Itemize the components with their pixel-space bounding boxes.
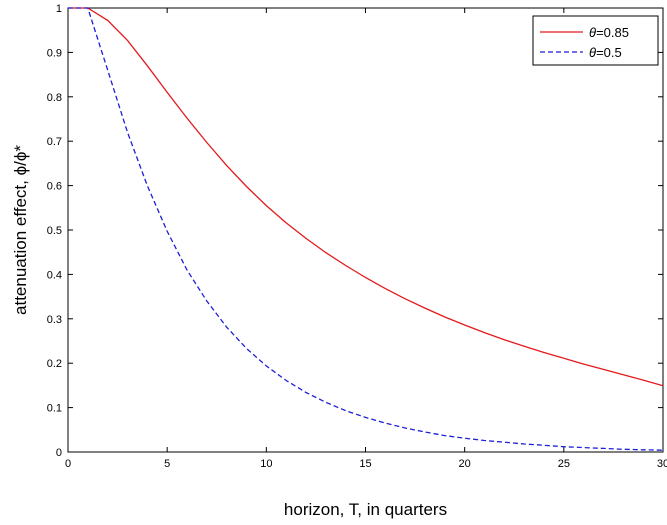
x-tick-label: 5 (164, 458, 170, 470)
y-tick-label: 0.4 (47, 269, 62, 281)
y-tick-label: 1 (56, 3, 62, 15)
ticks-layer: 0 5 10 15 20 25 30 0 0.1 0.2 0.3 0.4 0.5 0.6 0.7 0.8 0.9… (47, 3, 667, 470)
y-tick-label: 0.7 (47, 136, 62, 148)
plot-frame (67, 7, 664, 453)
y-tick-label: 0.2 (47, 358, 62, 370)
x-tick-label: 30 (657, 458, 667, 470)
y-axis-label: attenuation effect, ϕ/ϕ* (11, 145, 30, 315)
y-tick-label: 0.9 (47, 47, 62, 59)
series-line-1 (68, 7, 664, 451)
y-tick-label: 0.1 (47, 403, 62, 415)
y-tick-label: 0 (56, 447, 62, 459)
legend-label-theta-05: =0.5 (596, 45, 622, 60)
legend-label-theta-085: =0.85 (596, 25, 629, 40)
x-tick-label: 0 (65, 458, 71, 470)
x-tick-label: 15 (359, 458, 371, 470)
legend: θ=0.85 θ=0.5 (532, 15, 659, 66)
y-tick-label: 0.8 (47, 92, 62, 104)
y-tick-label: 0.6 (47, 181, 62, 193)
x-tick-label: 10 (260, 458, 272, 470)
y-tick-label: 0.3 (47, 314, 62, 326)
legend-theta-symbol: θ (589, 25, 596, 40)
legend-theta-symbol: θ (589, 45, 596, 60)
legend-entry-theta-085: θ=0.85 (589, 25, 629, 40)
legend-box (532, 15, 659, 66)
x-tick-label: 25 (558, 458, 570, 470)
legend-entry-theta-05: θ=0.5 (589, 45, 622, 60)
y-tick-label: 0.5 (47, 225, 62, 237)
series-layer (68, 7, 664, 451)
series-line-0 (68, 7, 664, 387)
x-axis-label: horizon, T, in quarters (284, 500, 447, 519)
x-tick-label: 20 (459, 458, 471, 470)
